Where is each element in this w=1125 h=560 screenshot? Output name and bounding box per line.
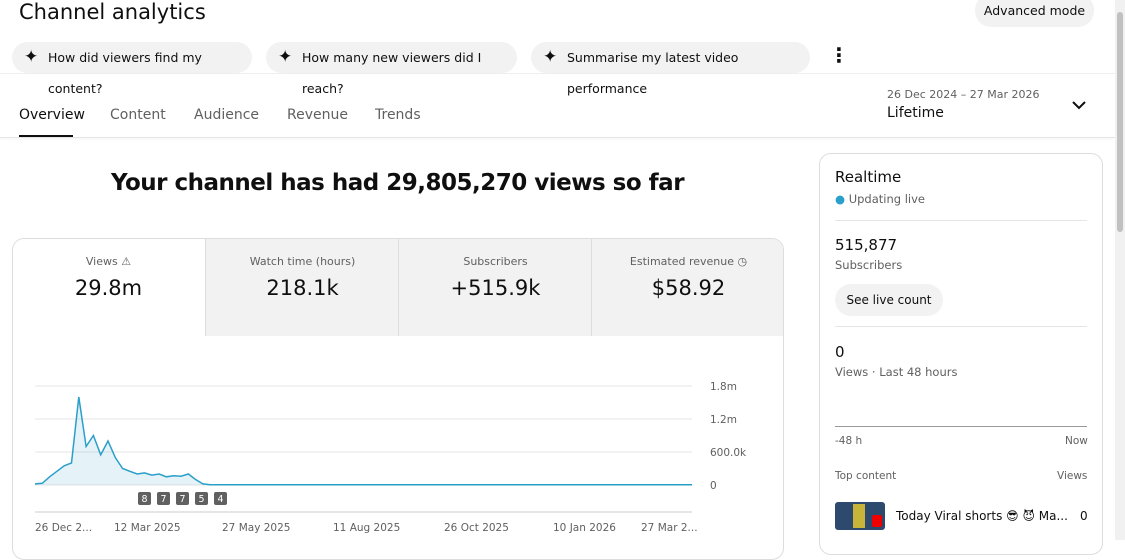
page: Channel analytics Advanced mode How did …: [0, 0, 1125, 540]
marker-count: 5: [198, 494, 204, 505]
metric-value: 29.8m: [74, 276, 143, 300]
video-marker[interactable]: 7: [176, 492, 189, 505]
realtime-views-label: Views · Last 48 hours: [835, 365, 958, 379]
x-tick-label: 26 Oct 2025: [444, 522, 509, 534]
dropdown-icon[interactable]: [1070, 99, 1088, 113]
page-title: Channel analytics: [19, 0, 206, 24]
video-marker[interactable]: 4: [214, 492, 227, 505]
y-tick-label: 600.0k: [710, 447, 747, 459]
x-tick-label: 27 Mar 2...: [641, 522, 698, 534]
metric-value: +515.9k: [450, 276, 541, 300]
y-tick-label: 1.2m: [710, 414, 737, 426]
area: [35, 397, 692, 485]
x-tick-label: 12 Mar 2025: [114, 522, 181, 534]
more-menu[interactable]: ⋮: [829, 43, 849, 67]
live-count-button[interactable]: See live count: [835, 284, 943, 316]
divider: [835, 326, 1087, 327]
metric-tab[interactable]: Views ⚠ 29.8m: [13, 239, 205, 336]
metric-label: Views ⚠: [85, 255, 132, 268]
suggestion-chip[interactable]: How many new viewers did I reach?: [266, 42, 517, 96]
divider: [0, 73, 1115, 74]
marker-badge: [195, 492, 208, 505]
metric-tab[interactable]: Subscribers +515.9k: [398, 239, 592, 336]
video-views: 0: [1080, 509, 1088, 523]
axis-end: Now: [1065, 435, 1088, 447]
realtime-card: Realtime ● Updating live 515,877 Subscri…: [819, 153, 1103, 555]
x-tick-label: 10 Jan 2026: [553, 522, 616, 534]
y-tick-label: 0: [710, 480, 717, 492]
video-marker[interactable]: 8: [138, 492, 151, 505]
marker-badge: [214, 492, 227, 505]
line: [34, 396, 692, 486]
divider: [835, 220, 1087, 221]
live-status-text: Updating live: [848, 192, 925, 206]
divider: [0, 137, 1115, 138]
views-header: Views: [1057, 470, 1088, 482]
metric-tab[interactable]: Estimated revenue ◷ $58.92: [591, 239, 783, 336]
realtime-title: Realtime: [835, 168, 902, 186]
advanced-mode-button[interactable]: Advanced mode: [975, 0, 1094, 27]
top-content-header: Top content: [835, 470, 897, 482]
tab[interactable]: Revenue: [287, 107, 348, 123]
x-tick-label: 26 Dec 2...: [35, 522, 92, 534]
metric-value: $58.92: [651, 276, 726, 300]
metrics-card: Views ⚠ 29.8m Watch time (hours) 218.1k Subs…: [12, 238, 784, 560]
video-marker[interactable]: 7: [157, 492, 170, 505]
marker-badge: [157, 492, 170, 505]
date-period[interactable]: Lifetime: [887, 105, 944, 121]
x-tick-label: 11 Aug 2025: [333, 522, 400, 534]
y-tick-label: 1.8m: [710, 381, 737, 393]
tab[interactable]: Overview: [19, 107, 85, 123]
axis-start: -48 h: [835, 435, 863, 447]
metric-label: Subscribers: [463, 255, 528, 268]
x-tick-label: 27 May 2025: [222, 522, 290, 534]
warning-icon: ⚠: [121, 255, 132, 268]
date-range: 26 Dec 2024 – 27 Mar 2026: [887, 88, 1040, 101]
live-status: ● Updating live: [835, 192, 925, 206]
realtime-axis: [835, 426, 1087, 427]
marker-badge: [138, 492, 151, 505]
metric-label: Estimated revenue ◷: [629, 255, 748, 268]
tab-indicator: [19, 135, 73, 138]
metric-label: Watch time (hours): [249, 255, 356, 268]
video-title[interactable]: Today Viral shorts 😎 😈 Ma...: [896, 509, 1068, 523]
tab[interactable]: Trends: [375, 107, 421, 123]
metric-value: 218.1k: [266, 276, 339, 300]
marker-count: 4: [217, 494, 223, 505]
scrollbar[interactable]: [1115, 0, 1125, 540]
marker-count: 8: [141, 494, 147, 505]
tab[interactable]: Audience: [194, 107, 260, 123]
headline: Your channel has had 29,805,270 views so…: [110, 170, 685, 196]
video-marker[interactable]: 5: [195, 492, 208, 505]
clock-icon: ◷: [737, 255, 748, 268]
tab[interactable]: Content: [110, 107, 166, 123]
suggestion-chip[interactable]: Summarise my latest video performance: [531, 42, 810, 96]
subscriber-count: 515,877: [835, 236, 898, 254]
video-thumbnail[interactable]: [835, 502, 885, 530]
metric-tab[interactable]: Watch time (hours) 218.1k: [205, 239, 399, 336]
suggestion-chip[interactable]: How did viewers find my content?: [12, 42, 252, 96]
subscriber-label: Subscribers: [835, 258, 903, 272]
marker-badge: [176, 492, 189, 505]
realtime-views: 0: [835, 343, 845, 361]
marker-count: 7: [179, 494, 185, 505]
marker-count: 7: [160, 494, 166, 505]
views-chart: 0 600.0k 1.2m 1.8m 26 Dec 2... 12 Mar 2025 27 …: [34, 381, 747, 534]
